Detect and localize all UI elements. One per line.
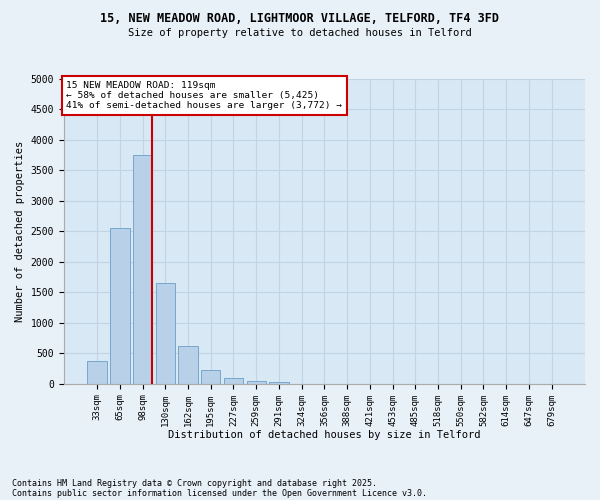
Bar xyxy=(247,381,266,384)
Bar xyxy=(224,378,243,384)
Bar xyxy=(269,382,289,384)
Bar xyxy=(155,284,175,384)
Bar xyxy=(133,155,152,384)
Bar xyxy=(88,361,107,384)
Bar xyxy=(178,346,197,384)
Text: 15 NEW MEADOW ROAD: 119sqm
← 58% of detached houses are smaller (5,425)
41% of s: 15 NEW MEADOW ROAD: 119sqm ← 58% of deta… xyxy=(67,80,343,110)
Text: Contains HM Land Registry data © Crown copyright and database right 2025.: Contains HM Land Registry data © Crown c… xyxy=(12,478,377,488)
Text: Size of property relative to detached houses in Telford: Size of property relative to detached ho… xyxy=(128,28,472,38)
Bar xyxy=(201,370,220,384)
X-axis label: Distribution of detached houses by size in Telford: Distribution of detached houses by size … xyxy=(168,430,481,440)
Bar xyxy=(110,228,130,384)
Text: 15, NEW MEADOW ROAD, LIGHTMOOR VILLAGE, TELFORD, TF4 3FD: 15, NEW MEADOW ROAD, LIGHTMOOR VILLAGE, … xyxy=(101,12,499,26)
Text: Contains public sector information licensed under the Open Government Licence v3: Contains public sector information licen… xyxy=(12,488,427,498)
Y-axis label: Number of detached properties: Number of detached properties xyxy=(15,141,25,322)
